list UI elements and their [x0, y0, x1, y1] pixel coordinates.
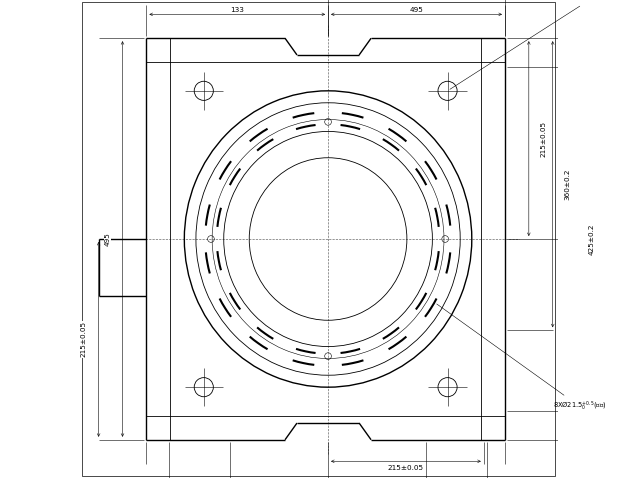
Text: 360±0.2: 360±0.2: [564, 169, 571, 200]
Text: 215±0.05: 215±0.05: [388, 466, 424, 471]
Text: 495: 495: [104, 232, 111, 246]
Text: 8XØ21.5$^{+0.5}_{0}$(钒孔): 8XØ21.5$^{+0.5}_{0}$(钒孔): [437, 304, 606, 413]
Text: 2XØ12$^{+0.02}_{0}$(钒孔): 2XØ12$^{+0.02}_{0}$(钒孔): [450, 0, 622, 89]
Text: 215±0.05: 215±0.05: [81, 321, 87, 358]
Text: 133: 133: [231, 7, 244, 12]
Text: 215±0.05: 215±0.05: [541, 120, 547, 157]
Text: 495: 495: [410, 7, 424, 12]
Text: 425±0.2: 425±0.2: [589, 223, 594, 255]
